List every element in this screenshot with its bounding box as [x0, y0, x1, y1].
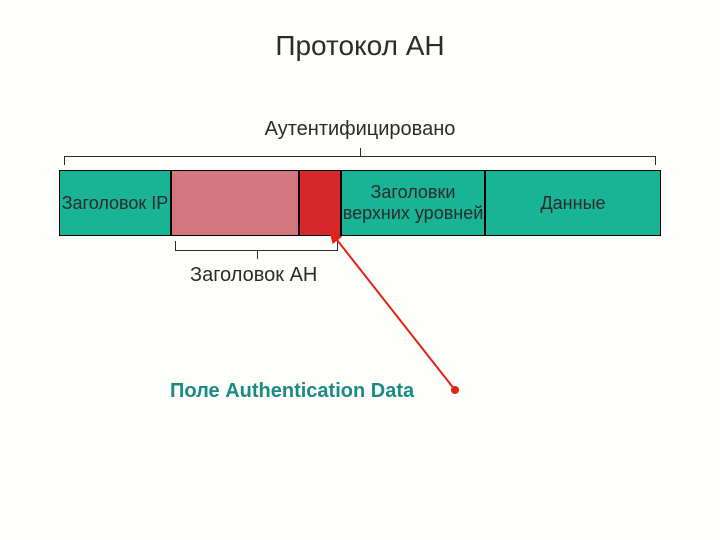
bottom-bracket — [175, 241, 338, 259]
segment-upper: Заголовки верхних уровней — [341, 170, 485, 236]
ah-header-label: Заголовок АН — [190, 264, 317, 287]
segment-ah2 — [299, 170, 341, 236]
auth-scope-label: Аутентифицировано — [0, 118, 720, 141]
top-bracket — [64, 148, 656, 165]
arrow-authdata — [0, 0, 720, 540]
segment-ah1 — [171, 170, 299, 236]
auth-data-label: Поле Authentication Data — [170, 380, 414, 403]
segment-ip: Заголовок IP — [59, 170, 171, 236]
diagram-title: Протокол АН — [0, 30, 720, 62]
segment-data: Данные — [485, 170, 661, 236]
packet-row: Заголовок IP Заголовки верхних уровнейДан… — [59, 170, 661, 236]
